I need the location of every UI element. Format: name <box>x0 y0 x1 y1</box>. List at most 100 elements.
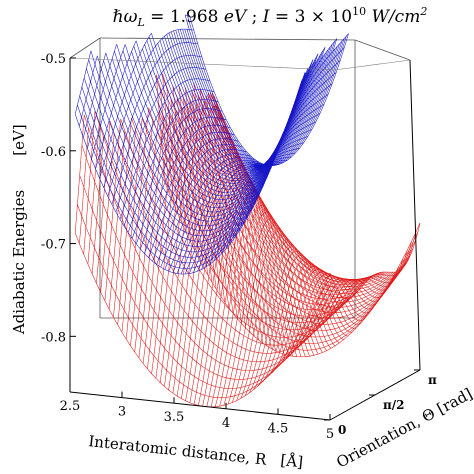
upper-surface-r-line <box>217 136 308 258</box>
x-tick-label: 4 <box>222 416 230 431</box>
lower-surface-r-line <box>74 74 166 234</box>
lower-surface-r-line <box>79 87 170 244</box>
upper-surface-theta-line <box>74 89 300 275</box>
lower-surface-r-line <box>325 232 417 305</box>
lower-surface-r-line <box>278 273 370 364</box>
lower-surface-theta-line <box>109 120 344 354</box>
upper-surface-theta-line <box>164 36 324 170</box>
upper-surface-theta-line <box>186 29 343 166</box>
chart-title: ℏωL = 1.968 eV ; I = 3 × 1010 W/cm2 <box>113 5 428 29</box>
y-tick-label: π/2 <box>383 398 405 412</box>
upper-surface-r-line <box>103 28 194 188</box>
lower-surface-r-line <box>240 241 332 399</box>
lower-surface-r-line <box>329 222 421 299</box>
lower-surface-r-line <box>317 250 408 316</box>
lower-surface-r-line <box>172 116 264 394</box>
upper-surface-theta-line <box>168 32 329 168</box>
x-tick-label: 5 <box>326 427 334 442</box>
lower-surface-r-line <box>253 255 344 390</box>
lower-surface-r-line <box>283 275 374 359</box>
upper-surface-r-line <box>140 124 231 250</box>
upper-surface-r-line <box>99 14 190 179</box>
upper-surface-r-line <box>131 108 223 239</box>
surfaces <box>74 14 421 408</box>
upper-surface-r-line <box>160 153 251 268</box>
z-tick-label: -0.7 <box>41 238 66 253</box>
lower-surface-r-line <box>291 277 383 348</box>
box-front-edges <box>69 57 421 421</box>
lower-surface-theta-line <box>199 88 396 294</box>
upper-surface-theta-line <box>170 31 331 168</box>
x-axis-ticks: 2.5 3 3.5 4 4.5 5 <box>60 386 334 442</box>
upper-surface-r-line <box>123 89 215 227</box>
upper-surface-theta-line <box>175 30 335 167</box>
upper-surface-r-line <box>246 71 337 220</box>
z-axis-label: Adiabatic Energies <box>10 190 28 335</box>
upper-surface-r-line <box>254 47 345 205</box>
upper-surface-r-line <box>148 138 239 258</box>
upper-surface-r-line <box>250 59 341 213</box>
lower-surface-r-line <box>236 236 327 401</box>
lower-surface-theta-line <box>189 105 364 295</box>
upper-surface-r-line <box>83 52 107 138</box>
upper-surface-r-line <box>266 47 326 179</box>
upper-surface-r-line <box>111 55 202 205</box>
lower-surface-r-line <box>100 98 191 293</box>
lower-surface-r-line <box>185 146 276 401</box>
upper-surface <box>74 14 349 275</box>
y-tick-label: 0 <box>338 423 346 437</box>
lower-surface-r-line <box>270 268 361 374</box>
upper-surface-r-line <box>201 156 292 270</box>
lower-surface-r-line <box>219 211 310 407</box>
upper-surface-theta-line <box>151 33 319 177</box>
y-tick-label: π <box>428 373 437 387</box>
lower-surface-r-line <box>193 165 285 405</box>
z-axis-ticks: -0.5 -0.6 -0.7 -0.8 <box>41 52 76 345</box>
upper-surface-r-line <box>119 78 211 220</box>
upper-surface-r-line <box>176 164 268 274</box>
upper-surface-r-line <box>241 83 333 227</box>
upper-surface-r-line <box>95 40 137 169</box>
upper-surface-r-line <box>127 99 219 233</box>
upper-surface-r-line <box>107 42 198 197</box>
upper-surface-theta-line <box>166 34 326 169</box>
y-axis-ticks: 0 π/2 π <box>324 369 437 437</box>
z-tick-label: -0.6 <box>41 145 66 160</box>
upper-surface-r-line <box>172 162 264 273</box>
lower-surface-r-line <box>87 86 179 265</box>
upper-surface-r-line <box>115 67 206 213</box>
x-tick-label: 3 <box>118 405 126 420</box>
upper-surface-r-line <box>213 142 304 262</box>
upper-surface-r-line <box>298 81 302 90</box>
lower-surface-r-line <box>189 156 281 403</box>
lower-surface-r-line <box>312 258 404 321</box>
lower-surface-r-line <box>287 276 378 353</box>
upper-surface-r-line <box>262 38 338 188</box>
upper-surface-r-line <box>270 53 319 169</box>
x-tick-label: 4.5 <box>268 421 289 436</box>
z-tick-label: -0.5 <box>41 52 66 67</box>
upper-surface-theta-line <box>111 58 304 217</box>
upper-surface-theta-line <box>131 51 312 197</box>
lower-surface-r-line <box>96 85 187 284</box>
lower-surface-r-line <box>138 100 230 358</box>
upper-surface-r-line <box>205 152 296 268</box>
upper-surface-r-line <box>156 149 247 265</box>
lower-surface-r-line <box>244 246 336 397</box>
upper-surface-r-line <box>221 129 312 254</box>
lower-surface-r-line <box>176 127 268 397</box>
lower-surface-r-line <box>215 204 306 407</box>
upper-surface-r-line <box>79 55 98 127</box>
x-tick-label: 3.5 <box>164 410 185 425</box>
upper-surface-theta-line <box>173 30 333 167</box>
z-tick-label: -0.8 <box>41 330 66 345</box>
lower-surface-r-line <box>274 271 365 369</box>
upper-surface-r-line <box>168 160 259 272</box>
x-axis-label: Interatomic distance, R <box>88 432 268 469</box>
lower-surface-r-line <box>168 105 259 391</box>
lower-surface-r-line <box>321 241 412 310</box>
x-tick-label: 2.5 <box>60 399 81 414</box>
upper-surface-r-line <box>136 116 227 245</box>
lower-surface-r-line <box>261 262 353 383</box>
upper-surface-r-line <box>258 33 349 197</box>
